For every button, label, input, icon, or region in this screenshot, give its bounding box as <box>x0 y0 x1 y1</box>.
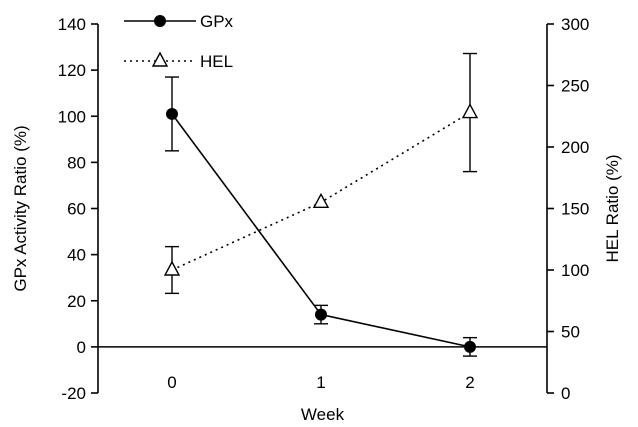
legend-gpx-label: GPx <box>200 12 234 31</box>
right-y-tick-label: 0 <box>561 384 570 403</box>
data-point <box>461 103 479 119</box>
series-gpx <box>165 76 477 357</box>
left-y-tick-label: 80 <box>67 153 86 172</box>
x-tick-label: 0 <box>167 373 176 392</box>
right-y-tick-label: 200 <box>561 138 589 157</box>
left-y-ticks: -20 0 20 40 60 80 100 120 140 <box>58 15 98 403</box>
data-point <box>166 107 178 120</box>
left-y-tick-label: 120 <box>58 61 86 80</box>
left-y-tick-label: -20 <box>61 384 86 403</box>
left-y-tick-label: 100 <box>58 107 86 126</box>
right-y-tick-label: 50 <box>561 323 580 342</box>
data-point <box>163 260 181 276</box>
left-y-tick-label: 20 <box>67 292 86 311</box>
data-point <box>312 192 330 209</box>
data-point <box>464 340 476 353</box>
legend-gpx-marker <box>154 15 166 27</box>
left-y-tick-label: 0 <box>77 338 86 357</box>
left-y-tick-label: 60 <box>67 200 86 219</box>
x-tick-label: 2 <box>465 373 474 392</box>
right-y-tick-label: 100 <box>561 261 589 280</box>
left-y-tick-label: 140 <box>58 15 86 34</box>
series-layer <box>163 52 479 357</box>
right-y-tick-label: 150 <box>561 200 589 219</box>
right-y-tick-label: 250 <box>561 77 589 96</box>
series-hel <box>163 52 479 295</box>
right-y-ticks: 0 50 100 150 200 250 300 <box>547 15 589 403</box>
left-y-axis-title: GPx Activity Ratio (%) <box>11 125 30 291</box>
legend: GPx HEL <box>124 12 234 71</box>
x-ticks: 0 1 2 <box>167 373 474 392</box>
right-y-axis-title: HEL Ratio (%) <box>603 154 622 262</box>
x-tick-label: 1 <box>316 373 325 392</box>
right-y-tick-label: 300 <box>561 15 589 34</box>
series-hel-line <box>171 111 471 271</box>
left-y-tick-label: 40 <box>67 246 86 265</box>
data-point <box>315 308 327 321</box>
x-axis-title: Week <box>301 405 345 424</box>
legend-hel-label: HEL <box>200 52 233 71</box>
legend-hel-marker <box>151 51 169 67</box>
